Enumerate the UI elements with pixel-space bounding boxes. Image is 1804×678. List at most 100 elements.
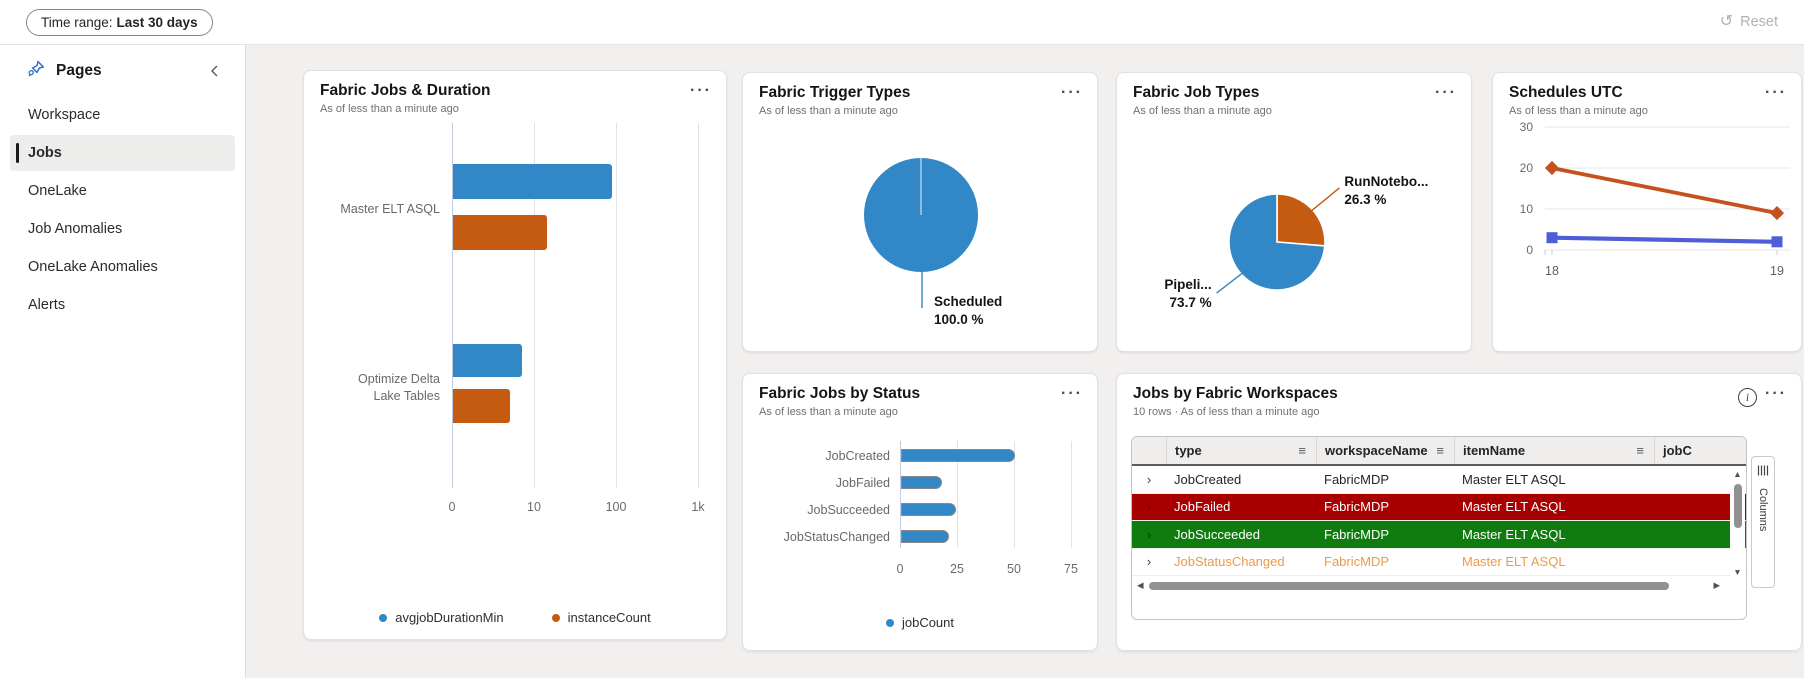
collapse-sidebar-button[interactable]	[207, 63, 223, 79]
bar-instancecount-optimize-delta-lake-tables[interactable]	[453, 389, 511, 423]
info-icon[interactable]: i	[1738, 388, 1757, 407]
gridline	[698, 123, 699, 488]
card-fabric-jobs-by-status: Fabric Jobs by Status As of less than a …	[742, 373, 1098, 651]
card-header: Fabric Jobs & Duration As of less than a…	[304, 71, 726, 115]
columns-panel-label: Columns	[1757, 488, 1769, 532]
column-menu-icon[interactable]: ≡	[1436, 443, 1444, 458]
column-header-jobc[interactable]: jobC	[1654, 437, 1746, 464]
slice-pct-label: 26.3 %	[1344, 192, 1386, 207]
category-label: JobStatusChanged	[783, 530, 890, 544]
category-label: JobFailed	[835, 476, 890, 490]
more-menu-button[interactable]: ···	[1061, 84, 1083, 101]
row-expand-chevron[interactable]: ›	[1146, 526, 1152, 542]
cell-type: JobSucceeded	[1174, 526, 1261, 542]
more-menu-button[interactable]: ···	[1765, 84, 1787, 101]
cell-type: JobStatusChanged	[1174, 554, 1285, 570]
table-row-jobsucceeded[interactable]: › JobSucceeded FabricMDP Master ELT ASQL	[1132, 521, 1746, 549]
sidebar-item-alerts[interactable]: Alerts	[28, 297, 66, 313]
card-title: Fabric Trigger Types	[759, 84, 911, 101]
legend-label: jobCount	[901, 615, 955, 630]
table-row-jobfailed[interactable]: › JobFailed FabricMDP Master ELT ASQL	[1132, 493, 1746, 521]
scroll-right-arrow[interactable]: ▶	[1713, 580, 1720, 591]
column-menu-icon[interactable]: ≡	[1298, 443, 1306, 458]
status-plot: 0 25 50 75 JobCreated JobFailed JobSucceeded Jo…	[784, 441, 1080, 576]
card-subtitle: 10 rows · As of less than a minute ago	[1133, 406, 1320, 418]
bar-instancecount-master-elt-asql[interactable]	[453, 215, 547, 250]
scroll-up-arrow[interactable]: ▲	[1733, 469, 1742, 479]
time-range-picker[interactable]: Time range: Last 30 days	[26, 8, 213, 36]
columns-panel-toggle[interactable]: Columns	[1751, 456, 1775, 588]
card-header: Jobs by Fabric Workspaces 10 rows · As o…	[1117, 374, 1801, 418]
row-expand-chevron[interactable]: ›	[1146, 499, 1152, 515]
legend-dot	[379, 613, 388, 622]
jobtypes-pie-svg: RunNotebo... 26.3 % Pipeli... 73.7 %	[1164, 174, 1428, 310]
gridline	[1071, 441, 1072, 548]
vertical-scroll-thumb[interactable]	[1734, 484, 1742, 528]
x-tick-label: 50	[1007, 562, 1021, 576]
gridline	[452, 123, 453, 488]
time-range-label: Time range:	[41, 14, 113, 30]
line-series-schedules-orange[interactable]	[1550, 166, 1779, 215]
gridline	[957, 441, 958, 548]
cell-type: JobFailed	[1174, 499, 1231, 515]
card-title: Schedules UTC	[1509, 84, 1623, 101]
column-header-type[interactable]: type ≡	[1166, 437, 1316, 464]
sidebar-item-job-anomalies[interactable]: Job Anomalies	[28, 221, 123, 237]
horizontal-scrollbar[interactable]: ◀ ▶	[1133, 578, 1724, 593]
line-series-schedules-blue[interactable]	[1549, 235, 1780, 244]
cell-workspacename: FabricMDP	[1324, 554, 1390, 570]
x-tick-label: 0	[448, 500, 456, 514]
card-subtitle: As of less than a minute ago	[759, 105, 898, 117]
slice-label: Scheduled	[934, 294, 1002, 309]
bar-jobcount-jobcreated[interactable]	[901, 449, 1015, 462]
more-menu-button[interactable]: ···	[1061, 385, 1083, 402]
reset-button[interactable]: ↺ Reset	[1720, 14, 1778, 31]
data-point-schedules-orange[interactable]	[1769, 206, 1785, 221]
cell-itemname: Master ELT ASQL	[1462, 526, 1566, 542]
sidebar-item-jobs[interactable]: Jobs	[10, 135, 235, 171]
row-expand-chevron[interactable]: ›	[1146, 554, 1152, 570]
vertical-scrollbar[interactable]: ▲ ▼	[1730, 468, 1745, 578]
table-header-row: type ≡ workspaceName ≡ itemName ≡ jobC	[1132, 437, 1746, 466]
duration-plot: 0 10 100 1k Master ELT ASQL Optimize Delta La…	[340, 123, 705, 514]
card-title: Fabric Jobs & Duration	[320, 82, 491, 99]
scroll-left-arrow[interactable]: ◀	[1137, 580, 1144, 591]
pie-slice-runnotebo[interactable]	[1276, 193, 1326, 247]
card-fabric-job-types: Fabric Job Types As of less than a minut…	[1116, 72, 1472, 352]
legend-item-jobcount[interactable]: jobCount	[885, 615, 955, 630]
y-tick-label: 30	[1520, 120, 1534, 134]
legend-item-instancecount[interactable]: instanceCount	[551, 610, 651, 625]
card-title: Fabric Job Types	[1133, 84, 1260, 101]
sidebar-item-onelake[interactable]: OneLake	[28, 183, 87, 199]
sidebar-header: Pages	[0, 59, 245, 83]
card-subtitle: As of less than a minute ago	[759, 406, 898, 418]
column-menu-icon[interactable]: ≡	[1636, 443, 1644, 458]
scroll-down-arrow[interactable]: ▼	[1733, 566, 1742, 577]
status-legend: jobCount	[743, 615, 1097, 630]
sidebar-item-workspace[interactable]: Workspace	[28, 107, 101, 123]
more-menu-button[interactable]: ···	[1765, 385, 1787, 402]
sidebar-item-onelake-anomalies[interactable]: OneLake Anomalies	[28, 259, 158, 275]
table-row-jobstatuschanged[interactable]: › JobStatusChanged FabricMDP Master ELT ASQ…	[1132, 548, 1746, 576]
bar-avgjobdurationmin-master-elt-asql[interactable]	[453, 164, 613, 199]
table-row-jobcreated[interactable]: › JobCreated FabricMDP Master ELT ASQL	[1132, 466, 1746, 494]
data-point-schedules-orange[interactable]	[1544, 160, 1560, 176]
data-point-schedules-blue[interactable]	[1546, 232, 1558, 244]
more-menu-button[interactable]: ···	[690, 82, 712, 99]
data-point-schedules-blue[interactable]	[1771, 236, 1783, 248]
legend-label: avgjobDurationMin	[395, 610, 504, 625]
bar-jobcount-jobstatuschanged[interactable]	[901, 530, 949, 543]
bar-avgjobdurationmin-optimize-delta-lake-tables[interactable]	[453, 344, 523, 377]
column-header-itemname[interactable]: itemName ≡	[1454, 437, 1654, 464]
more-menu-button[interactable]: ···	[1435, 84, 1457, 101]
bar-jobcount-jobsucceeded[interactable]	[901, 503, 956, 516]
cell-workspacename: FabricMDP	[1324, 471, 1390, 487]
label-leader-line	[1216, 268, 1249, 294]
bar-jobcount-jobfailed[interactable]	[901, 476, 943, 489]
legend-item-avgjobdurationmin[interactable]: avgjobDurationMin	[379, 610, 504, 625]
row-expand-chevron[interactable]: ›	[1146, 471, 1152, 487]
horizontal-scroll-thumb[interactable]	[1149, 582, 1669, 590]
legend-dot	[551, 613, 560, 622]
topbar: Time range: Last 30 days ↺ Reset	[0, 0, 1804, 45]
column-header-workspacename[interactable]: workspaceName ≡	[1316, 437, 1454, 464]
